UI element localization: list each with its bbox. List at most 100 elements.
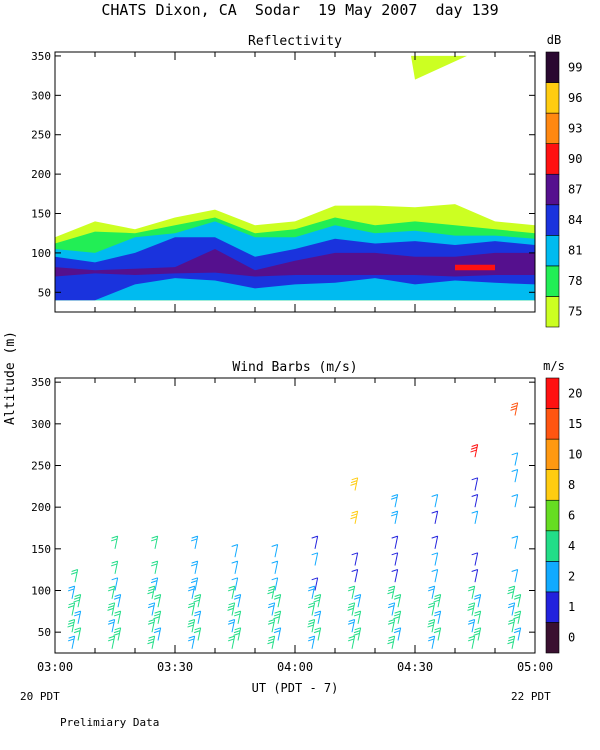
wind-barb [274,544,279,558]
wind-barb-flag [188,602,195,606]
wind-barb-flag [387,588,395,592]
wind-barb-flag [73,630,81,634]
wind-barb-flag [147,591,154,595]
wind-barb-flag [467,638,475,642]
wind-barb-flag [273,630,281,634]
y-tick-label: 250 [31,460,51,473]
wind-barb-flag [467,621,475,625]
wind-barb-flag [511,402,518,406]
y-tick-label: 350 [31,376,51,389]
wind-barb-flag [150,563,158,567]
wind-barb-flag [347,607,354,611]
wind-barb-flag [228,602,235,606]
wind-barb [271,602,276,616]
wind-barb-flag [434,610,441,614]
wind-barb-flag [427,588,435,592]
wind-barb [357,627,362,641]
wind-barb-flag [347,605,355,609]
wind-barb-flag [233,613,241,617]
wind-barb-flag [227,638,235,642]
wind-barb-flag [114,610,121,614]
wind-barb-flag [68,585,75,589]
colorbar-label: 20 [568,386,582,400]
wind-barb-flag [428,602,435,606]
wind-barb-flag [507,588,515,592]
wind-barb-flag [511,469,518,472]
wind-barb [114,561,119,574]
wind-barb [431,602,436,616]
wind-barb-flag [388,619,395,622]
wind-barb-flag [227,607,234,611]
colorbar-label: 8 [568,478,575,492]
wind-barb-flag [387,621,395,625]
wind-barb-flag [354,594,361,597]
wind-barb-flag [267,641,274,645]
wind-barb [237,594,242,608]
colorbar-label: 1 [568,600,575,614]
x-tick-label: 03:00 [37,660,73,674]
wind-barb [434,552,439,566]
wind-barb-flag [187,638,195,642]
wind-barb-flag [274,627,281,631]
wind-barb-flag [150,538,158,542]
wind-barb-flag [267,588,275,592]
panel-title: Reflectivity [248,34,342,49]
colorbar-unit: m/s [543,359,565,373]
wind-barb-flag [471,444,478,447]
wind-barb-flag [433,596,441,600]
wind-barb [234,577,239,591]
wind-barb [311,586,316,599]
wind-barb-flag [68,619,75,622]
wind-barb-flag [193,613,201,617]
wind-barb-flag [511,452,518,456]
wind-barb [311,636,316,649]
wind-barb [437,627,442,641]
wind-barb-flag [267,638,275,642]
wind-barb-flag [148,619,155,622]
wind-barb-flag [307,605,315,609]
wind-barb-flag [394,610,401,614]
wind-barb [111,602,116,616]
wind-barb-flag [351,552,358,556]
wind-barb-flag [388,602,395,606]
wind-barb-flag [151,535,158,539]
wind-barb-flag [431,535,438,539]
wind-barb-flag [467,607,474,611]
wind-barb [314,536,319,549]
wind-barb-flag [268,635,275,639]
wind-barb [431,619,436,633]
wind-barb [197,611,202,624]
wind-barb-flag [508,619,515,622]
wind-barb-flag [113,630,121,634]
wind-barb-flag [114,627,121,631]
wind-barb [431,636,436,649]
wind-barb-flag [190,538,198,542]
wind-barb-flag [513,630,521,634]
wind-barb-flag [468,619,475,622]
wind-barb-flag [234,594,241,597]
wind-barb-flag [354,627,361,631]
wind-barb [117,611,122,624]
wind-barb-flag [194,610,201,614]
wind-barb-flag [507,621,515,625]
wind-barb-flag [74,610,81,614]
wind-barb-flag [314,610,321,614]
colorbar-swatch [545,591,560,623]
wind-barb-flag [71,569,78,572]
wind-barb [191,586,196,599]
wind-barb [477,594,482,608]
plot-frame [54,377,536,654]
wind-barb [71,619,76,633]
wind-barb-flag [107,588,115,592]
wind-barb-flag [314,594,321,597]
wind-barb-flag [391,569,398,572]
wind-barb-flag [231,560,238,564]
wind-barb-flag [113,596,121,600]
wind-barb-flag [511,535,518,539]
wind-barb-flag [113,632,120,636]
wind-barb-flag [468,585,475,589]
wind-barb-flag [353,596,361,600]
wind-barb [74,569,79,583]
wind-barb-flag [388,635,395,639]
wind-barb-flag [347,638,355,642]
